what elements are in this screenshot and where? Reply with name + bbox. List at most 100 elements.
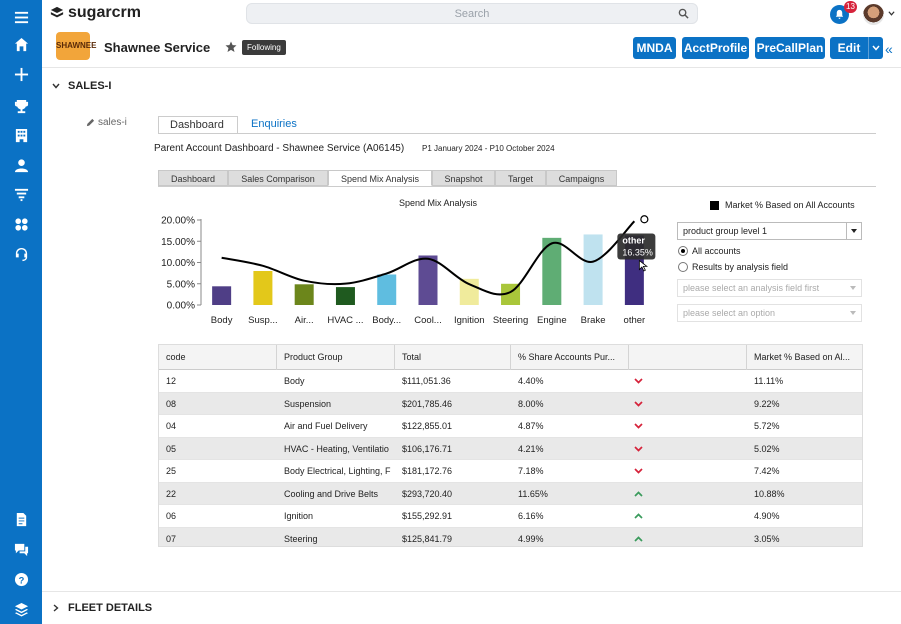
analysis-field-select[interactable]: please select an analysis field first (677, 279, 862, 297)
mouse-cursor-icon (638, 259, 649, 272)
cell-market: 5.72% (754, 421, 780, 431)
table-row[interactable]: 22 Cooling and Drive Belts $293,720.40 11.6… (159, 482, 862, 505)
subtab-campaigns[interactable]: Campaigns (546, 170, 617, 186)
chart-legend[interactable]: Market % Based on All Accounts (710, 200, 855, 210)
analysis-option-select[interactable]: please select an option (677, 304, 862, 322)
sugar-cube-icon (50, 6, 64, 18)
global-search-input[interactable]: Search (246, 3, 698, 24)
trend-down-icon (634, 468, 643, 474)
user-avatar[interactable] (863, 4, 884, 25)
precallplan-button[interactable]: PreCallPlan (755, 37, 825, 59)
table-row[interactable]: 25 Body Electrical, Lighting, F $181,172.7… (159, 460, 862, 483)
document-icon[interactable] (0, 506, 42, 532)
col-market-share[interactable]: Market % Based on Al... (754, 352, 851, 362)
support-headset-icon[interactable] (0, 241, 42, 267)
dropdown-arrow-icon (846, 280, 861, 296)
table-row[interactable]: 04 Air and Fuel Delivery $122,855.01 4.87% 5… (159, 415, 862, 438)
cell-total: $125,841.79 (402, 533, 453, 544)
trend-up-icon (634, 513, 643, 519)
col-code[interactable]: code (159, 345, 277, 370)
cell-total: $106,176.71 (402, 443, 453, 454)
cell-total: $293,720.40 (402, 488, 453, 499)
radio-all-accounts[interactable]: All accounts (678, 246, 741, 256)
subtab-snapshot[interactable]: Snapshot (432, 170, 495, 186)
cell-group: Body Electrical, Lighting, F (284, 466, 391, 476)
chat-icon[interactable] (0, 536, 42, 562)
cell-code: 25 (166, 466, 177, 476)
contacts-person-icon[interactable] (0, 152, 42, 178)
radio-results-by-field[interactable]: Results by analysis field (678, 262, 788, 272)
col-share-accounts[interactable]: % Share Accounts Pur... (511, 345, 629, 370)
spend-mix-chart-svg: Spend Mix Analysis 0.00% 5.00% 10.00% 15.00%… (161, 198, 656, 326)
radio-unselected-icon (678, 262, 688, 272)
cell-share: 7.18% (518, 466, 544, 476)
bar (542, 237, 562, 305)
cell-share: 8.00% (518, 398, 544, 409)
filter-funnel-icon[interactable] (0, 181, 42, 207)
x-tick-label: Air... (295, 315, 314, 326)
chart-title: Spend Mix Analysis (399, 198, 478, 208)
app-name: sugarcrm (68, 4, 141, 21)
table-row[interactable]: 05 HVAC - Heating, Ventilatio $106,176.71 4… (159, 437, 862, 460)
mnda-button[interactable]: MNDA (633, 37, 676, 59)
analysis-option-placeholder: please select an option (683, 308, 776, 318)
sales-i-panel-header[interactable]: SALES-I (52, 80, 111, 92)
table-row[interactable]: 07 Steering $125,841.79 4.99% 3.05% (159, 527, 862, 546)
plus-icon[interactable] (0, 61, 42, 87)
sugarcrm-logo[interactable]: sugarcrm (50, 4, 141, 22)
top-bar: sugarcrm Search 13 (42, 0, 901, 28)
cell-share: 4.21% (518, 443, 544, 454)
pencil-icon (86, 118, 95, 127)
record-header: SHAWNEE Shawnee Service Following MNDA A… (42, 28, 901, 68)
home-icon[interactable] (0, 31, 42, 57)
chevron-down-icon[interactable] (888, 10, 895, 17)
collapse-panel-icon[interactable]: « (885, 41, 893, 57)
help-icon[interactable]: ? (0, 566, 42, 592)
cell-market: 5.02% (754, 443, 780, 454)
cell-total: $111,051.36 (402, 376, 451, 386)
subtab-target[interactable]: Target (495, 170, 546, 186)
table-row[interactable]: 06 Ignition $155,292.91 6.16% 4.90% (159, 505, 862, 528)
bar (212, 286, 232, 305)
panel-title: SALES-I (68, 80, 112, 92)
tab-dashboard[interactable]: Dashboard (158, 116, 238, 134)
search-icon[interactable] (678, 8, 689, 19)
cell-share: 4.87% (518, 421, 544, 431)
trend-down-icon (634, 423, 643, 429)
cell-group: Cooling and Drive Belts (284, 488, 379, 499)
x-tick-label: Ignition (454, 315, 485, 326)
layers-icon[interactable] (0, 596, 42, 622)
subtab-dashboard[interactable]: Dashboard (158, 170, 228, 186)
sales-i-field-label[interactable]: sales-i (86, 117, 127, 128)
apps-grid-icon[interactable] (0, 211, 42, 237)
x-tick-label: other (624, 315, 646, 326)
x-tick-label: Body (211, 315, 233, 326)
table-row[interactable]: 08 Suspension $201,785.46 8.00% 9.22% (159, 392, 862, 415)
x-tick-label: Cool... (414, 315, 441, 326)
cell-group: Ignition (284, 511, 314, 521)
product-group-select[interactable]: product group level 1 (677, 222, 862, 240)
trophy-icon[interactable] (0, 93, 42, 119)
fleet-details-panel-header[interactable]: FLEET DETAILS (52, 602, 152, 614)
subtab-sales-comparison[interactable]: Sales Comparison (228, 170, 328, 186)
cell-total: $122,855.01 (402, 421, 453, 431)
table-row[interactable]: 12 Body $111,051.36 4.40% 11.11% (159, 370, 862, 393)
subtab-spend-mix-analysis[interactable]: Spend Mix Analysis (328, 170, 432, 186)
col-product-group[interactable]: Product Group (277, 345, 395, 370)
edit-actions-dropdown[interactable] (868, 37, 883, 59)
market-share-line (221, 220, 636, 296)
menu-icon[interactable] (0, 4, 42, 30)
cell-market: 3.05% (754, 533, 780, 544)
accounts-building-icon[interactable] (0, 122, 42, 148)
col-trend[interactable] (629, 345, 747, 370)
edit-button[interactable]: Edit (830, 37, 868, 59)
col-total[interactable]: Total (395, 345, 511, 370)
tab-enquiries[interactable]: Enquiries (251, 118, 297, 130)
favorite-star-icon[interactable] (225, 41, 237, 53)
bar (335, 287, 355, 305)
trend-up-icon (634, 535, 643, 542)
acctprofile-button[interactable]: AcctProfile (682, 37, 749, 59)
tooltip-value: 16.35% (622, 248, 653, 258)
cell-group: Body (284, 376, 305, 386)
following-button[interactable]: Following (242, 40, 286, 55)
